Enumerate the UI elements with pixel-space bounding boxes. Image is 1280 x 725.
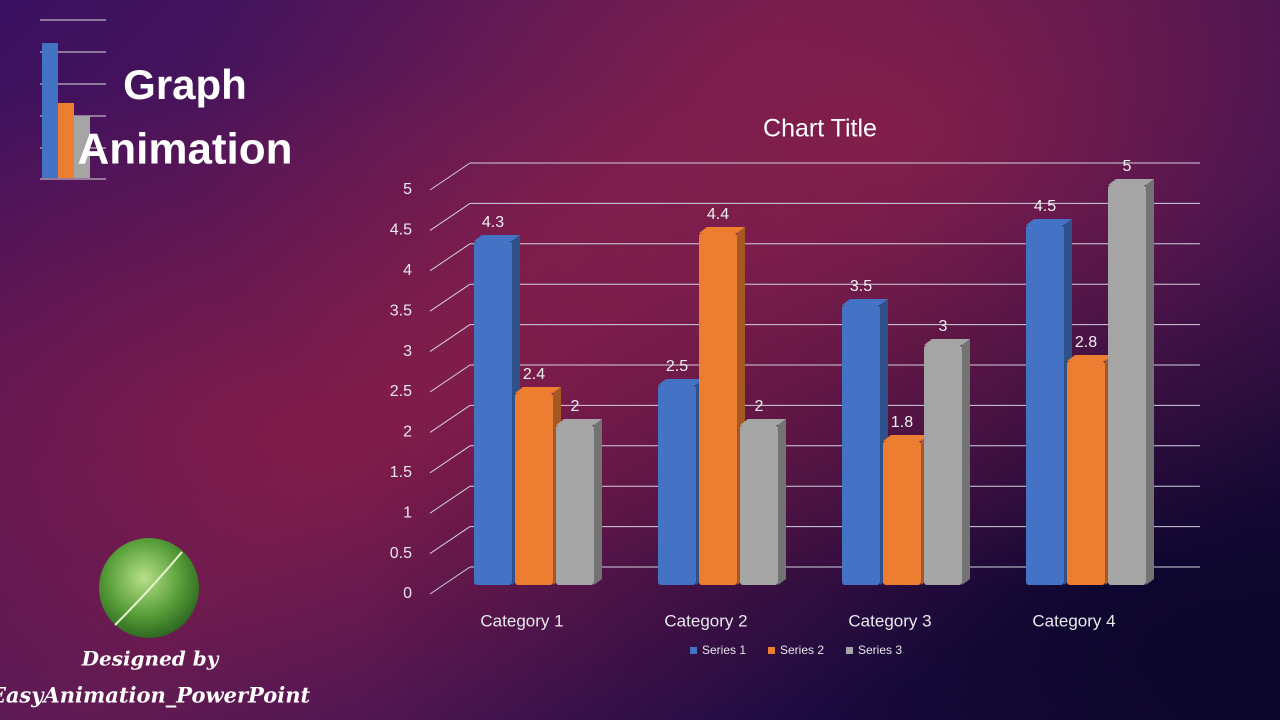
bar	[474, 235, 520, 585]
y-tick-label: 5	[403, 181, 412, 198]
credit: Designed by	[81, 647, 220, 671]
bar-front	[740, 425, 778, 585]
bar	[1067, 355, 1113, 585]
logo-icon	[40, 19, 106, 180]
data-label: 3	[939, 318, 948, 335]
y-tick-label: 2	[403, 424, 412, 441]
bar	[1026, 219, 1072, 585]
data-label: 4.3	[482, 214, 504, 231]
data-label: 3.5	[850, 278, 872, 295]
grid-line	[429, 566, 471, 595]
legend-marker	[846, 647, 853, 654]
bar-top	[474, 235, 520, 241]
bar	[658, 379, 704, 585]
data-label: 2	[571, 398, 580, 415]
bar-top	[1026, 219, 1072, 225]
data-label: 4.5	[1034, 198, 1056, 215]
legend-label: Series 3	[858, 643, 902, 657]
leaf-vein	[114, 551, 183, 626]
bar	[740, 419, 786, 585]
bar-front	[1067, 361, 1105, 585]
bar-top	[740, 419, 786, 425]
bar-side	[594, 419, 602, 585]
bar-front	[474, 241, 512, 585]
data-label: 2.4	[523, 366, 545, 383]
y-tick-label: 1	[403, 504, 412, 521]
data-label: 1.8	[891, 414, 913, 431]
data-label: 4.4	[707, 206, 729, 223]
credit: EasyAnimation_PowerPoint	[0, 683, 310, 708]
bar-front	[1026, 225, 1064, 585]
data-label: 2.8	[1075, 334, 1097, 351]
grid-line	[429, 364, 471, 393]
grid-line	[429, 283, 471, 312]
bar-top	[842, 299, 888, 305]
y-tick-label: 0.5	[390, 545, 412, 562]
bar-front	[1108, 185, 1146, 585]
legend-marker	[768, 647, 775, 654]
x-tick-label: Category 3	[848, 611, 931, 630]
legend-marker	[690, 647, 697, 654]
grid-line	[429, 324, 471, 353]
grid-line	[429, 526, 471, 555]
legend-label: Series 2	[780, 643, 824, 657]
bar-front	[699, 233, 737, 585]
bar	[699, 227, 745, 585]
bar	[1108, 179, 1154, 585]
grid-line	[429, 404, 471, 433]
y-tick-label: 2.5	[390, 383, 412, 400]
legend-label: Series 1	[702, 643, 746, 657]
bar-top	[556, 419, 602, 425]
bar-front	[883, 441, 921, 585]
grid-line	[429, 162, 471, 191]
data-label: 2	[755, 398, 764, 415]
leaf-image	[99, 538, 199, 638]
bar	[883, 435, 929, 585]
bar-front	[924, 345, 962, 585]
bar	[924, 339, 970, 585]
bar	[515, 387, 561, 585]
bar-top	[924, 339, 970, 345]
y-tick-label: 1.5	[390, 464, 412, 481]
data-label: 5	[1123, 158, 1132, 175]
bar-top	[883, 435, 929, 441]
bar-top	[1067, 355, 1113, 361]
x-tick-label: Category 1	[480, 611, 563, 630]
x-tick-label: Category 2	[664, 611, 747, 630]
bar-side	[1146, 179, 1154, 585]
bar-top	[1108, 179, 1154, 185]
chart-title: Chart Title	[763, 115, 877, 143]
y-tick-label: 0	[403, 585, 412, 602]
x-tick-label: Category 4	[1032, 611, 1115, 630]
slide-title: Graph	[123, 61, 247, 108]
y-tick-label: 4	[403, 262, 412, 279]
bar-top	[658, 379, 704, 385]
grid-line	[429, 445, 471, 474]
bar-side	[962, 339, 970, 585]
bar-front	[556, 425, 594, 585]
grid-line	[429, 243, 471, 272]
y-tick-label: 3	[403, 343, 412, 360]
grid-line	[429, 485, 471, 514]
bar	[556, 419, 602, 585]
bar-side	[778, 419, 786, 585]
y-tick-label: 3.5	[390, 302, 412, 319]
bar	[842, 299, 888, 585]
bar-front	[842, 305, 880, 585]
grid-line	[429, 202, 471, 231]
data-label: 2.5	[666, 358, 688, 375]
bar-front	[515, 393, 553, 585]
y-tick-label: 4.5	[390, 222, 412, 239]
bar-front	[658, 385, 696, 585]
bar-top	[699, 227, 745, 233]
bar-top	[515, 387, 561, 393]
slide-title: Animation	[77, 125, 292, 174]
